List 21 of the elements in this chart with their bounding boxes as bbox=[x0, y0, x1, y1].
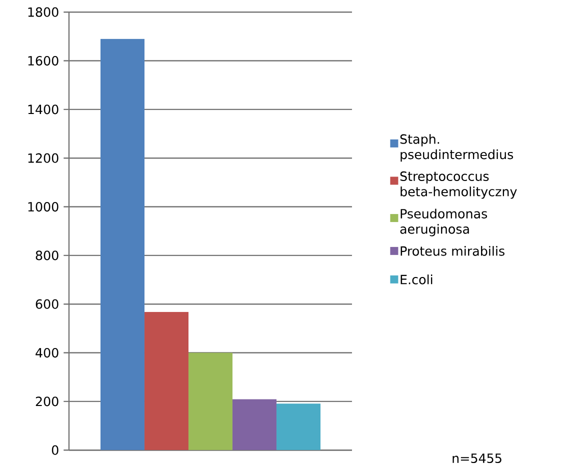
y-tick-label: 600 bbox=[36, 299, 58, 309]
bar bbox=[188, 352, 232, 450]
y-tick-label: 1400 bbox=[28, 104, 58, 114]
bar bbox=[100, 38, 144, 450]
y-tick-label: 1200 bbox=[28, 153, 58, 163]
bar bbox=[144, 312, 188, 450]
y-tick-label: 800 bbox=[36, 250, 58, 260]
y-tick-label: 400 bbox=[36, 348, 58, 358]
legend-label: E.coli bbox=[400, 274, 432, 284]
y-tick-label: 1000 bbox=[28, 202, 58, 212]
y-tick-label: 1600 bbox=[28, 56, 58, 66]
bar bbox=[232, 399, 276, 450]
bar bbox=[276, 404, 320, 450]
legend-label: Proteus mirabilis bbox=[400, 246, 504, 256]
legend-label: Staph. pseudintermedius bbox=[400, 134, 514, 162]
y-tick-label: 1800 bbox=[28, 7, 58, 17]
y-tick-label: 0 bbox=[52, 445, 58, 455]
legend-label: Streptococcus beta-hemolityczny bbox=[400, 171, 517, 199]
text: n=5455 bbox=[452, 454, 502, 464]
legend-label: Pseudomonas aeruginosa bbox=[400, 208, 488, 236]
y-tick-label: 200 bbox=[36, 396, 58, 406]
